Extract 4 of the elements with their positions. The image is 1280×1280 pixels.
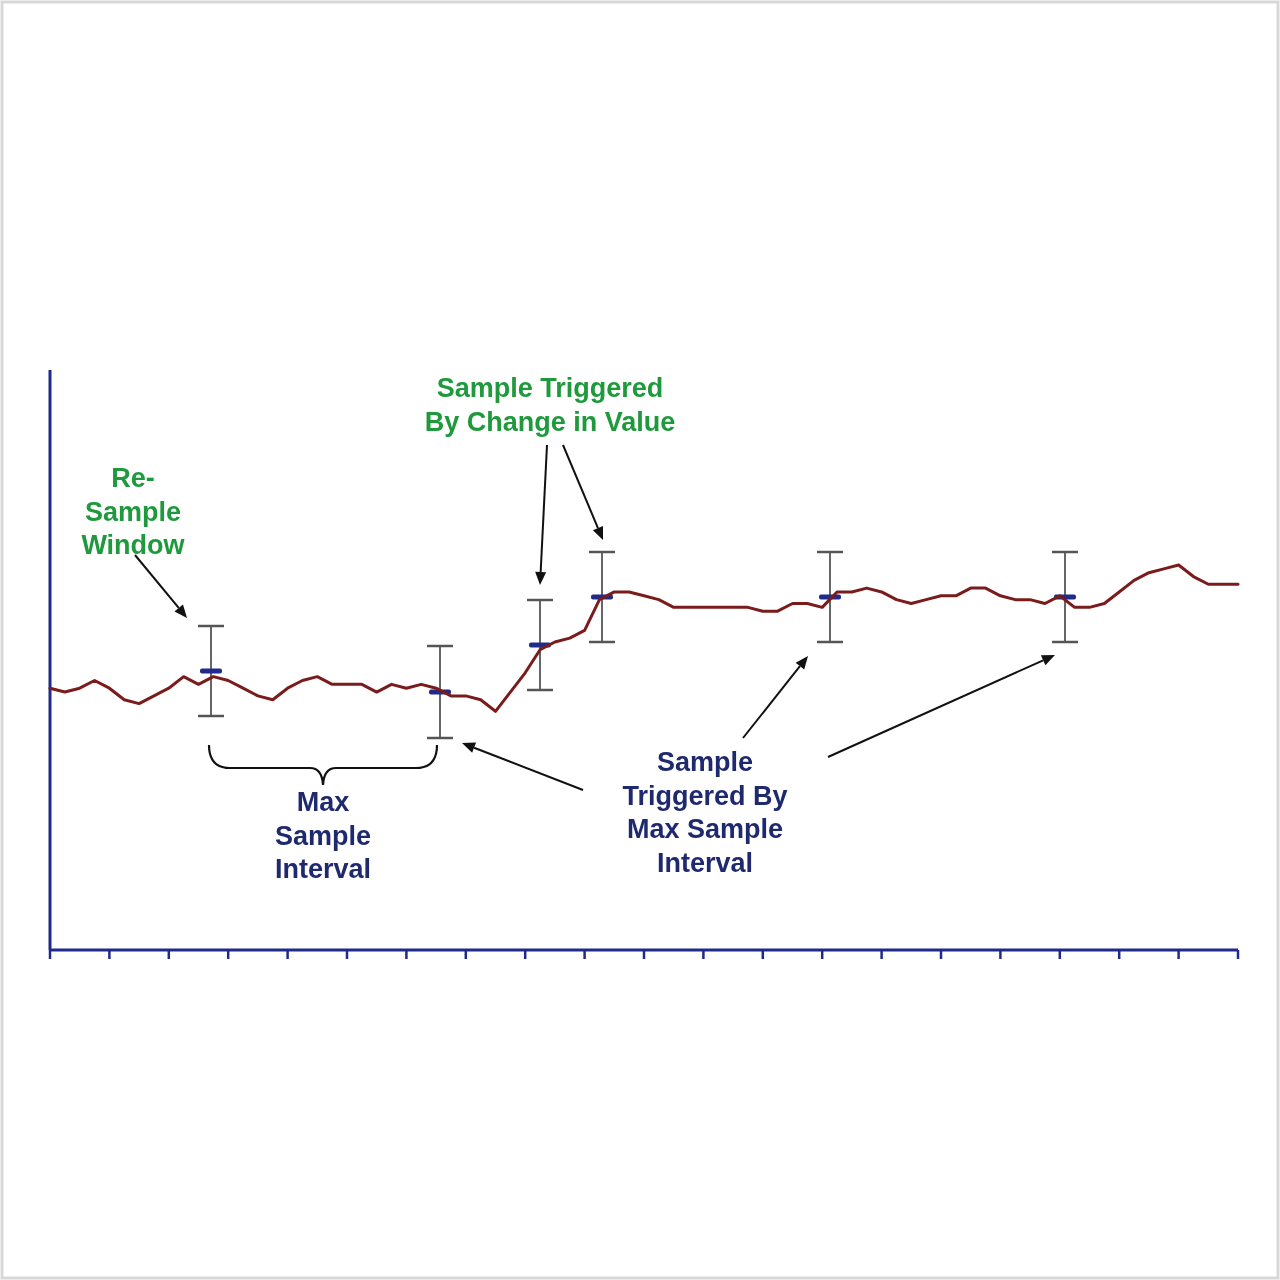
text: Re- Sample Window <box>81 463 186 560</box>
text: Sample Triggered By Change in Value <box>424 373 676 437</box>
annotation: Sample Triggered By Max Sample Interval <box>622 747 788 878</box>
annotation: Max Sample Interval <box>274 787 372 884</box>
